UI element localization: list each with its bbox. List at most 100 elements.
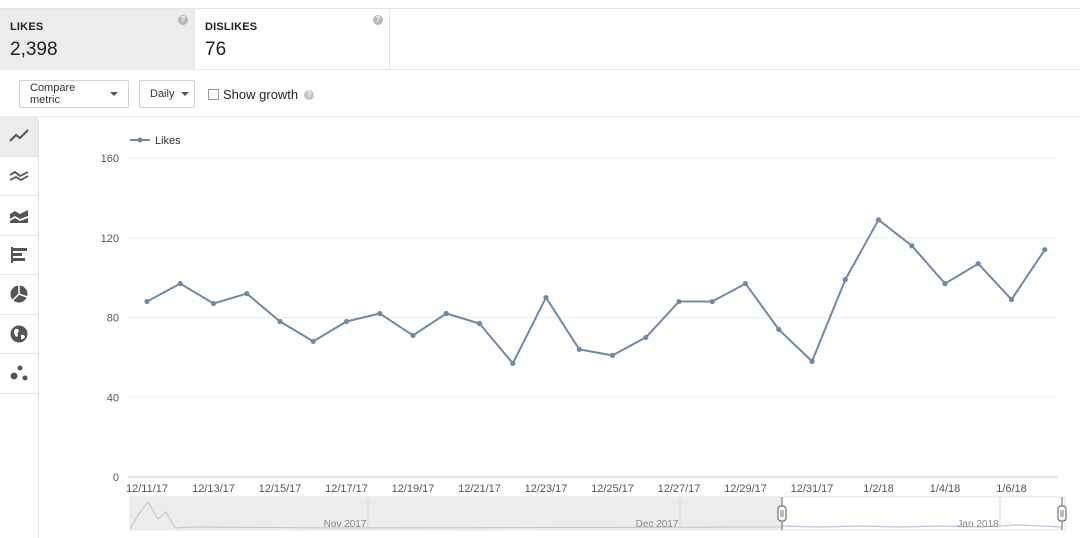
data-point[interactable] <box>909 243 915 249</box>
legend-label: Likes <box>155 135 181 147</box>
x-tick-label: 12/27/17 <box>658 483 701 495</box>
bubble-chart-icon <box>10 365 28 381</box>
interval-label: Daily <box>150 88 175 100</box>
show-growth-label[interactable]: Show growth <box>223 87 299 102</box>
legend-marker <box>137 137 143 143</box>
x-axis-labels: 12/11/17 12/13/17 12/15/17 12/17/17 12/19/17… <box>126 483 1027 495</box>
pie-chart-button[interactable] <box>0 275 38 315</box>
metric-label: DISLIKES <box>205 21 258 33</box>
data-point[interactable] <box>975 261 981 267</box>
series-likes[interactable] <box>144 217 1048 366</box>
navigator-selected-line <box>781 524 1063 528</box>
bar-chart-icon <box>11 246 27 263</box>
x-tick-label: 12/23/17 <box>525 483 568 495</box>
x-tick-label: 12/31/17 <box>791 483 834 495</box>
navigator-month-label: Dec 2017 <box>636 519 679 530</box>
map-chart-button[interactable] <box>0 315 38 354</box>
caret-down-icon <box>181 92 190 96</box>
data-point[interactable] <box>377 310 383 317</box>
data-point[interactable] <box>809 358 815 364</box>
y-tick-label: 80 <box>107 313 119 325</box>
grid <box>128 157 1058 478</box>
globe-map-icon <box>10 325 28 343</box>
chart-type-toolbar <box>0 117 39 538</box>
data-point[interactable] <box>443 310 449 317</box>
x-tick-label: 12/13/17 <box>192 483 235 495</box>
data-point[interactable] <box>875 217 882 223</box>
data-point[interactable] <box>244 290 250 297</box>
x-tick-label: 1/2/18 <box>863 483 894 495</box>
y-axis-labels: 0 40 80 120 160 <box>101 153 119 484</box>
chart-legend[interactable]: Likes <box>130 135 181 147</box>
data-point[interactable] <box>1042 247 1048 253</box>
data-point[interactable] <box>343 318 350 325</box>
caret-down-icon <box>110 92 118 96</box>
navigator-unselected-range <box>130 497 782 530</box>
interval-dropdown[interactable]: Daily <box>139 80 195 108</box>
compare-metric-label: Compare metric <box>30 82 76 106</box>
navigator-range-handle[interactable] <box>1057 505 1067 522</box>
multi-line-chart-button[interactable] <box>0 157 38 196</box>
x-tick-label: 12/19/17 <box>392 483 435 495</box>
data-point[interactable] <box>410 332 416 339</box>
bubble-chart-button[interactable] <box>0 354 38 394</box>
bar-chart-button[interactable] <box>0 236 38 275</box>
data-point[interactable] <box>742 281 749 287</box>
navigator-range-handle[interactable] <box>777 505 787 522</box>
show-growth-checkbox[interactable] <box>208 89 219 100</box>
metric-card-dislikes[interactable]: DISLIKES 76 ? <box>195 9 390 70</box>
x-tick-label: 12/15/17 <box>259 483 302 495</box>
x-tick-label: 12/21/17 <box>458 483 501 495</box>
metric-label: LIKES <box>10 21 44 33</box>
divider <box>0 116 1080 117</box>
show-growth-control: Show growth ? <box>208 87 315 102</box>
data-point[interactable] <box>842 277 848 283</box>
chart-area: 0 40 80 120 160 12/11/17 12/13/17 12/15/17 12/1… <box>40 117 1080 538</box>
data-point[interactable] <box>210 300 217 307</box>
metric-value: 76 <box>205 39 227 60</box>
line-chart-button[interactable] <box>0 117 38 157</box>
x-tick-label: 1/6/18 <box>996 483 1027 495</box>
data-point[interactable] <box>543 294 549 301</box>
data-point[interactable] <box>776 326 782 333</box>
y-tick-label: 120 <box>101 233 119 245</box>
chart-controls: Compare metric Daily Show growth ? <box>0 80 1080 110</box>
data-point[interactable] <box>576 346 582 352</box>
x-tick-label: 12/25/17 <box>591 483 634 495</box>
data-point[interactable] <box>643 334 649 341</box>
line-chart-icon <box>9 129 29 142</box>
data-point[interactable] <box>510 360 516 366</box>
series-line-likes <box>146 218 1046 365</box>
data-point[interactable] <box>310 338 316 345</box>
pie-chart-icon <box>10 285 28 303</box>
help-icon[interactable]: ? <box>304 89 315 100</box>
x-tick-label: 1/4/18 <box>930 483 961 495</box>
stacked-area-chart-button[interactable] <box>0 196 38 236</box>
navigator-history-line <box>129 501 783 530</box>
data-point[interactable] <box>144 298 150 305</box>
x-tick-label: 12/29/17 <box>724 483 767 495</box>
data-point[interactable] <box>1008 296 1015 303</box>
data-point[interactable] <box>942 281 948 287</box>
navigator-month-label: Jan 2018 <box>957 519 999 530</box>
metric-value: 2,398 <box>10 39 58 60</box>
compare-metric-dropdown[interactable]: Compare metric <box>19 80 129 108</box>
metric-card-likes[interactable]: LIKES 2,398 ? <box>0 9 195 70</box>
data-point[interactable] <box>476 320 483 327</box>
help-icon[interactable]: ? <box>178 15 188 25</box>
x-tick-label: 12/17/17 <box>325 483 368 495</box>
x-tick-label: 12/11/17 <box>126 483 168 495</box>
range-navigator[interactable]: Nov 2017 Dec 2017 Jan 2018 <box>129 496 1067 531</box>
navigator-month-label: Nov 2017 <box>324 519 367 530</box>
metric-tabs: LIKES 2,398 ? DISLIKES 76 ? <box>0 8 1080 70</box>
data-point[interactable] <box>609 352 616 358</box>
data-point[interactable] <box>277 318 283 325</box>
help-icon[interactable]: ? <box>373 15 383 25</box>
data-point[interactable] <box>709 298 715 305</box>
y-tick-label: 0 <box>113 472 119 484</box>
stacked-area-chart-icon <box>10 210 28 224</box>
data-point[interactable] <box>676 298 682 305</box>
y-tick-label: 160 <box>101 153 119 165</box>
data-point[interactable] <box>177 281 183 287</box>
